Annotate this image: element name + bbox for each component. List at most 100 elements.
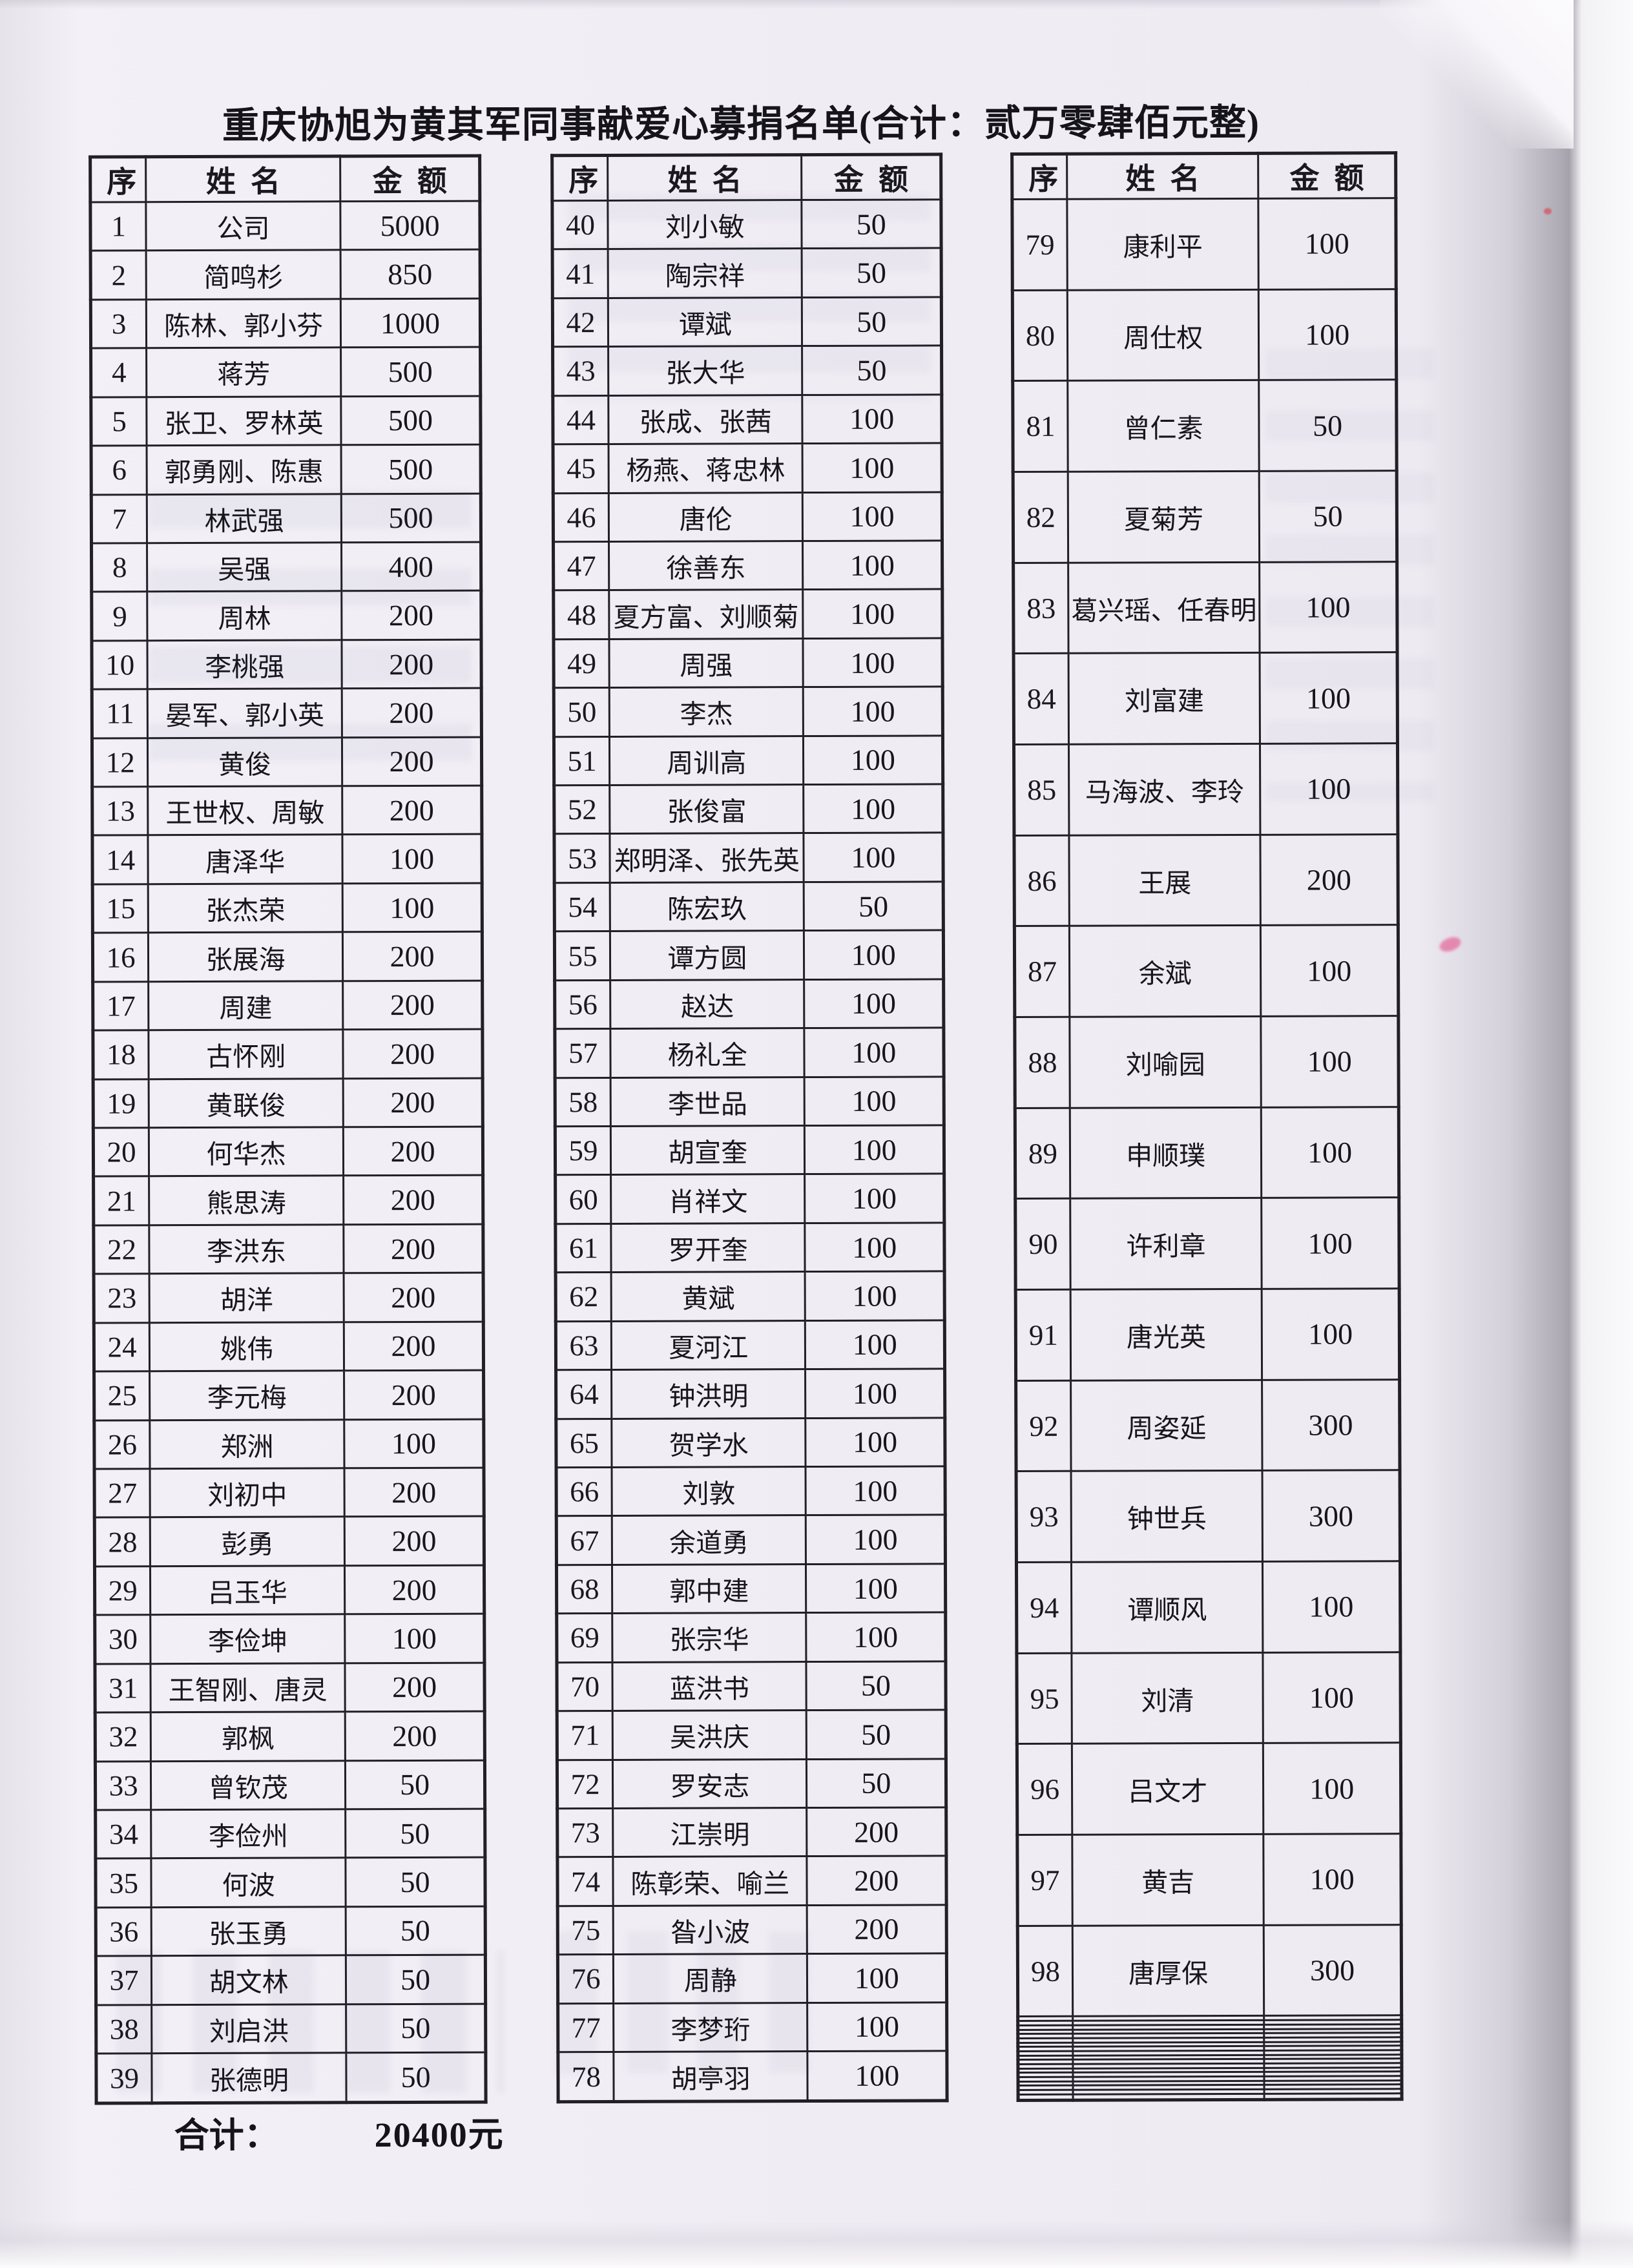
donor-row: 22 李洪东 200 bbox=[93, 1223, 484, 1274]
seq-value: 75 bbox=[557, 1906, 614, 1955]
donor-row: 83 葛兴瑶、任春明 100 bbox=[1013, 561, 1398, 654]
amount-value: 400 bbox=[341, 542, 481, 592]
seq-value: 69 bbox=[556, 1613, 613, 1663]
name-header: 姓名 bbox=[607, 154, 802, 201]
seq-value: 58 bbox=[555, 1077, 611, 1127]
donor-row: 36 张玉勇 50 bbox=[96, 1906, 486, 1957]
name-value: 蓝洪书 bbox=[612, 1661, 807, 1711]
amount-value: 500 bbox=[341, 493, 481, 543]
donor-row: 77 李梦珩 100 bbox=[557, 2002, 947, 2052]
donor-row: 29 吕玉华 200 bbox=[94, 1565, 484, 1616]
name-value: 黄俊 bbox=[147, 737, 342, 787]
amount-value: 200 bbox=[1260, 834, 1399, 926]
amount-value bbox=[1264, 2093, 1402, 2100]
amount-value: 100 bbox=[804, 930, 944, 980]
name-value: 唐厚保 bbox=[1072, 1925, 1265, 2017]
amount-value: 100 bbox=[1262, 1288, 1400, 1380]
donor-row: 92 周姿延 300 bbox=[1015, 1379, 1400, 1472]
donor-row: 24 姚伟 200 bbox=[94, 1321, 484, 1372]
name-value: 钟世兵 bbox=[1070, 1470, 1263, 1563]
donor-row: 39 张德明 50 bbox=[96, 2052, 486, 2104]
seq-value: 73 bbox=[557, 1808, 613, 1858]
name-value: 谭顺风 bbox=[1071, 1561, 1264, 1654]
grand-total-label: 合计： bbox=[174, 2116, 279, 2156]
amount-value: 50 bbox=[806, 1758, 946, 1808]
amount-value: 200 bbox=[343, 1223, 484, 1274]
amount-value: 50 bbox=[346, 1955, 486, 2004]
amount-value: 100 bbox=[1263, 1743, 1401, 1835]
name-value: 罗开奎 bbox=[610, 1223, 806, 1273]
name-value: 刘初中 bbox=[150, 1468, 345, 1518]
name-value: 周训高 bbox=[609, 736, 804, 785]
amount-value: 100 bbox=[802, 394, 942, 444]
donor-row: 89 申顺璞 100 bbox=[1015, 1107, 1399, 1199]
name-value: 郭勇刚、陈惠 bbox=[147, 444, 342, 495]
donor-row: 45 杨燕、蒋忠林 100 bbox=[553, 442, 942, 494]
donor-row: 78 胡亭羽 100 bbox=[557, 2050, 948, 2102]
donor-row: 96 吕文才 100 bbox=[1017, 1743, 1401, 1835]
donor-row: 5 张卫、罗林英 500 bbox=[90, 395, 481, 446]
donor-row: 74 陈彰荣、喻兰 200 bbox=[557, 1856, 947, 1906]
donor-row: 35 何波 50 bbox=[95, 1857, 486, 1908]
name-value: 林武强 bbox=[147, 494, 342, 543]
amount-value: 100 bbox=[806, 1515, 946, 1565]
red-ink-speck bbox=[1544, 208, 1552, 214]
seq-value: 46 bbox=[553, 493, 609, 542]
name-value: 谭斌 bbox=[608, 297, 803, 347]
seq-value: 85 bbox=[1014, 744, 1069, 836]
donor-row: 21 熊思涛 200 bbox=[93, 1175, 483, 1225]
donor-row: 79 康利平 100 bbox=[1012, 198, 1397, 291]
left-edge-shadow bbox=[0, 0, 78, 2265]
seq-value: 34 bbox=[95, 1809, 152, 1859]
donor-row: 87 余斌 100 bbox=[1014, 925, 1399, 1017]
amount-value: 200 bbox=[807, 1904, 947, 1954]
name-value: 刘喻园 bbox=[1069, 1016, 1262, 1108]
name-value: 唐光英 bbox=[1070, 1289, 1262, 1381]
seq-value: 3 bbox=[90, 299, 147, 349]
name-value: 徐善东 bbox=[608, 541, 804, 590]
seq-value: 52 bbox=[554, 785, 610, 835]
name-value: 张卫、罗林英 bbox=[147, 396, 342, 446]
amount-value: 200 bbox=[344, 1468, 484, 1517]
amount-value: 200 bbox=[342, 980, 483, 1030]
amount-value: 100 bbox=[1262, 1198, 1400, 1289]
seq-value: 18 bbox=[92, 1030, 149, 1079]
amount-value: 50 bbox=[346, 2003, 486, 2053]
amount-value: 50 bbox=[806, 1709, 946, 1760]
amount-value: 200 bbox=[343, 1077, 483, 1127]
seq-value: 29 bbox=[94, 1566, 151, 1616]
amount-value: 200 bbox=[807, 1856, 947, 1906]
donor-row: 40 刘小敏 50 bbox=[552, 199, 942, 250]
grand-total-line: 合计： 20400元 bbox=[174, 2106, 504, 2158]
name-value: 张宗华 bbox=[612, 1612, 807, 1663]
name-value: 周姿延 bbox=[1070, 1380, 1263, 1472]
amount-header: 金额 bbox=[340, 156, 480, 202]
amount-value: 50 bbox=[806, 1661, 946, 1711]
seq-value: 72 bbox=[557, 1759, 613, 1809]
donor-row: 56 赵达 100 bbox=[554, 979, 944, 1029]
donor-row: 53 郑明泽、张先英 100 bbox=[554, 833, 944, 883]
name-value: 马海波、李玲 bbox=[1068, 744, 1261, 835]
donor-row: 10 李桃强 200 bbox=[91, 639, 482, 690]
amount-value: 100 bbox=[805, 1271, 945, 1321]
name-value: 康利平 bbox=[1066, 198, 1259, 290]
seq-value: 35 bbox=[95, 1858, 152, 1908]
amount-value: 100 bbox=[1261, 1015, 1399, 1108]
seq-value: 83 bbox=[1013, 562, 1068, 654]
seq-value: 80 bbox=[1012, 289, 1068, 381]
seq-value: 48 bbox=[553, 590, 610, 640]
seq-value: 31 bbox=[94, 1663, 151, 1713]
amount-value: 100 bbox=[1258, 198, 1397, 290]
seq-value: 65 bbox=[556, 1419, 612, 1468]
name-value: 胡洋 bbox=[149, 1273, 344, 1323]
seq-value: 64 bbox=[556, 1369, 612, 1419]
seq-value: 44 bbox=[552, 395, 609, 444]
name-value: 江崇明 bbox=[612, 1807, 807, 1857]
seq-value: 45 bbox=[553, 444, 609, 494]
seq-value: 1 bbox=[90, 202, 147, 251]
seq-value: 9 bbox=[91, 592, 148, 641]
donor-row bbox=[1018, 2093, 1402, 2101]
donor-row: 57 杨礼全 100 bbox=[554, 1028, 944, 1078]
donor-row: 52 张俊富 100 bbox=[554, 784, 943, 835]
amount-value: 50 bbox=[346, 1906, 486, 1955]
